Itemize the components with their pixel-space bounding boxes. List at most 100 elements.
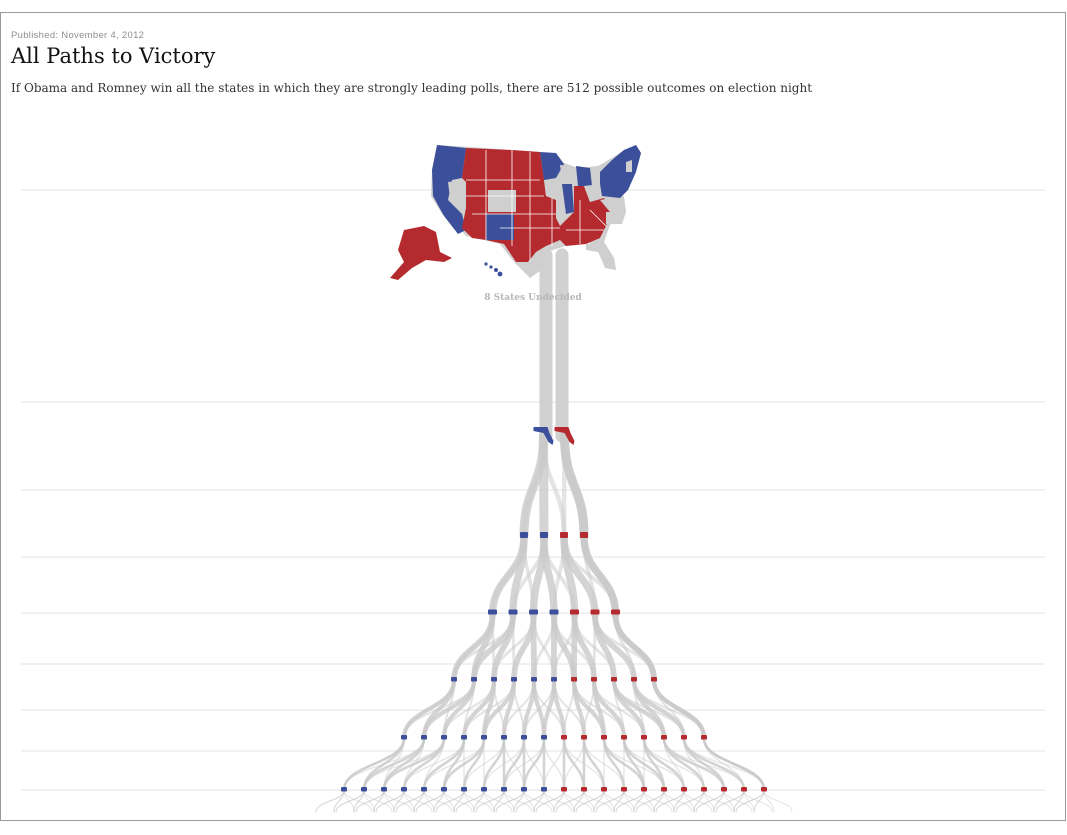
virginia-outcome-icon	[501, 735, 507, 740]
ohio-outcome-icon	[540, 532, 548, 538]
virginia-outcome-icon	[581, 735, 587, 740]
outcome-path	[733, 789, 745, 813]
iowa-outcome-icon	[421, 787, 427, 792]
outcome-path	[543, 789, 573, 813]
outcome-nodes	[341, 427, 767, 792]
north-carolina-outcome-icon	[488, 609, 497, 615]
outcome-path	[522, 678, 556, 740]
iowa-outcome-icon	[721, 787, 727, 792]
outcome-path	[643, 789, 673, 813]
outcome-path	[703, 737, 765, 791]
outcome-path	[363, 737, 445, 791]
iowa-outcome-icon	[441, 787, 447, 792]
map-minnesota	[540, 152, 564, 180]
iowa-outcome-icon	[661, 787, 667, 792]
outcome-path	[763, 789, 793, 813]
iowa-outcome-icon	[521, 787, 527, 792]
map-nevada	[448, 180, 466, 212]
wisconsin-outcome-icon	[571, 677, 577, 682]
outcome-path	[595, 789, 625, 813]
outcome-path	[462, 736, 486, 792]
ohio-outcome-icon	[520, 532, 528, 538]
wisconsin-outcome-icon	[451, 677, 457, 682]
outcome-path	[393, 789, 405, 813]
outcome-path	[442, 678, 496, 740]
map-wisconsin	[560, 165, 574, 182]
outcome-path	[403, 737, 465, 791]
outcome-path	[492, 613, 535, 682]
outcome-path	[453, 789, 465, 813]
outcome-path	[475, 789, 505, 813]
outcome-path	[614, 613, 656, 682]
outcome-path	[353, 789, 365, 813]
iowa-outcome-icon	[481, 787, 487, 792]
map-north-carolina	[606, 212, 626, 224]
outcome-path	[402, 736, 446, 792]
outcome-path	[423, 737, 485, 791]
virginia-outcome-icon	[401, 735, 407, 740]
north-carolina-outcome-icon	[611, 609, 620, 615]
florida-outcome-icon	[554, 427, 575, 445]
outcome-path	[335, 789, 365, 813]
map-new-mexico	[486, 214, 514, 240]
outcome-path	[715, 789, 745, 813]
outcome-path	[571, 612, 597, 683]
outcome-path	[562, 433, 587, 539]
map-alaska	[390, 226, 452, 280]
outcome-path	[513, 789, 525, 813]
outcome-path	[573, 789, 585, 813]
outcome-path	[333, 789, 345, 813]
outcome-path	[511, 534, 546, 617]
north-carolina-outcome-icon	[590, 609, 600, 615]
outcome-path	[635, 789, 665, 813]
outcome-path	[515, 789, 545, 813]
undecided-label: 8 States Undecided	[484, 293, 582, 303]
virginia-outcome-icon	[661, 735, 667, 740]
iowa-outcome-icon	[361, 787, 367, 792]
outcome-path	[343, 737, 425, 791]
outcome-path	[552, 534, 566, 617]
virginia-outcome-icon	[541, 735, 547, 740]
outcome-path	[753, 789, 765, 813]
wisconsin-outcome-icon	[551, 677, 557, 682]
outcome-path	[622, 736, 646, 792]
outcome-path	[553, 789, 565, 813]
virginia-outcome-icon	[441, 735, 447, 740]
wisconsin-outcome-icon	[511, 677, 517, 682]
outcome-path	[482, 736, 506, 792]
wisconsin-outcome-icon	[631, 677, 637, 682]
us-map	[390, 145, 641, 280]
outcome-path	[713, 789, 725, 813]
florida-outcome-icon	[533, 427, 554, 445]
outcome-path	[363, 789, 393, 813]
outcome-path	[455, 789, 485, 813]
outcome-path	[555, 789, 585, 813]
outcome-path	[511, 612, 537, 683]
iowa-outcome-icon	[641, 787, 647, 792]
wisconsin-outcome-icon	[471, 677, 477, 682]
map-ohio	[584, 184, 602, 202]
outcome-path	[642, 736, 666, 792]
north-carolina-outcome-icon	[549, 609, 559, 615]
outcome-path	[533, 789, 545, 813]
outcome-path	[535, 789, 565, 813]
outcome-path	[582, 534, 618, 617]
map-colorado	[488, 190, 516, 212]
outcome-path	[723, 789, 753, 813]
map-iowa	[544, 180, 564, 196]
iowa-outcome-icon	[501, 787, 507, 792]
outcome-path	[693, 789, 705, 813]
virginia-outcome-icon	[701, 735, 707, 740]
outcome-path	[413, 789, 425, 813]
virginia-outcome-icon	[641, 735, 647, 740]
outcome-path	[615, 789, 645, 813]
outcome-path	[662, 736, 706, 792]
outcome-path	[503, 789, 533, 813]
outcome-path	[383, 789, 413, 813]
virginia-outcome-icon	[561, 735, 567, 740]
outcome-path	[415, 789, 445, 813]
outcome-path	[582, 736, 606, 792]
outcome-path	[552, 613, 576, 682]
iowa-outcome-icon	[621, 787, 627, 792]
outcome-path	[612, 678, 626, 740]
